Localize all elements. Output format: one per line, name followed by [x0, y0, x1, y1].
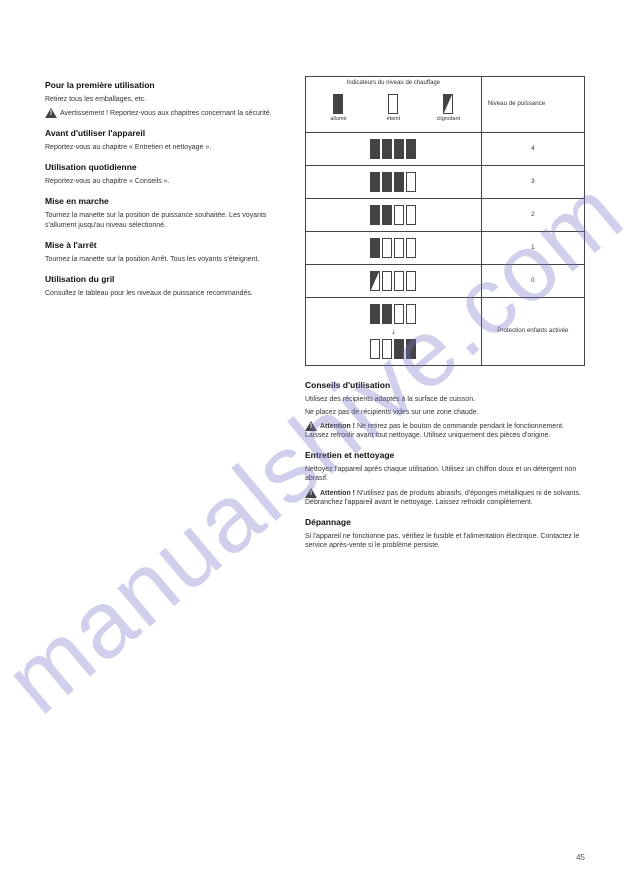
label-4: 4 [481, 132, 584, 165]
heading-tips: Conseils d'utilisation [305, 380, 585, 391]
label-1: 1 [481, 231, 584, 264]
cells-0 [306, 264, 482, 297]
attention-block-1: Attention ! Ne retirez pas le bouton de … [305, 421, 585, 440]
legend-half-cell [443, 94, 453, 114]
table-header-indicators-label: Indicateurs du niveau de chauffage [309, 80, 478, 88]
heading-grill: Utilisation du gril [45, 274, 285, 285]
warning-icon [305, 488, 317, 498]
warning-icon [45, 108, 57, 118]
text-daily: Reportez-vous au chapitre « Conseils ». [45, 177, 285, 186]
heading-troubleshoot: Dépannage [305, 517, 585, 528]
page-number: 45 [576, 853, 585, 863]
text-on: Tournez la manette sur la position de pu… [45, 211, 285, 229]
table-row: 2 [306, 198, 585, 231]
heading-first-use: Pour la première utilisation [45, 80, 285, 91]
text-first-use: Retirez tous les emballages, etc. [45, 95, 285, 104]
text-troubleshoot: Si l'appareil ne fonctionne pas, vérifie… [305, 532, 585, 550]
heat-level-table: Indicateurs du niveau de chauffage allum… [305, 76, 585, 366]
legend-row: allumé éteint clignotant [309, 88, 478, 129]
table-row: 3 [306, 165, 585, 198]
legend-empty-cell [388, 94, 398, 114]
text-off: Tournez la manette sur la position Arrêt… [45, 255, 285, 264]
text-tips-b: Ne placez pas de récipients vides sur un… [305, 408, 585, 417]
heading-daily: Utilisation quotidienne [45, 162, 285, 173]
label-2: 2 [481, 198, 584, 231]
attention-block-2: Attention ! N'utilisez pas de produits a… [305, 488, 585, 507]
table-row: 0 [306, 264, 585, 297]
table-row: 4 [306, 132, 585, 165]
legend-half-label: clignotant [437, 116, 461, 123]
heading-before-use: Avant d'utiliser l'appareil [45, 128, 285, 139]
attention-hdr-2: Attention ! [320, 489, 355, 496]
table-row: 1 [306, 231, 585, 264]
label-special: Protection enfants activée [481, 297, 584, 365]
cells-1 [306, 231, 482, 264]
legend-full: allumé [311, 94, 365, 123]
cells-4 [306, 132, 482, 165]
text-grill: Consultez le tableau pour les niveaux de… [45, 289, 285, 298]
table-row-special: ↓ Protection enfants activée [306, 297, 585, 365]
label-3: 3 [481, 165, 584, 198]
warning-block: Avertissement ! Reportez-vous aux chapit… [45, 108, 285, 118]
cells-special: ↓ [306, 297, 482, 365]
legend-empty: éteint [366, 94, 420, 123]
warning-text: Avertissement ! Reportez-vous aux chapit… [60, 110, 272, 117]
table-header-level: Niveau de puissance [481, 77, 584, 133]
legend-full-cell [333, 94, 343, 114]
cells-3 [306, 165, 482, 198]
legend-full-label: allumé [330, 116, 346, 123]
heading-on: Mise en marche [45, 196, 285, 207]
attention-hdr-1: Attention ! [320, 423, 355, 430]
legend-half: clignotant [421, 94, 475, 123]
text-before-use: Reportez-vous au chapitre « Entretien et… [45, 143, 285, 152]
label-0: 0 [481, 264, 584, 297]
heading-off: Mise à l'arrêt [45, 240, 285, 251]
table-header-indicators: Indicateurs du niveau de chauffage allum… [306, 77, 482, 133]
text-care: Nettoyez l'appareil après chaque utilisa… [305, 465, 585, 483]
right-column: Indicateurs du niveau de chauffage allum… [305, 70, 585, 554]
cells-2 [306, 198, 482, 231]
left-column: Pour la première utilisation Retirez tou… [45, 70, 285, 302]
warning-icon [305, 421, 317, 431]
heading-care: Entretien et nettoyage [305, 450, 585, 461]
down-arrow-icon: ↓ [391, 327, 396, 336]
legend-empty-label: éteint [387, 116, 400, 123]
text-tips-a: Utilisez des récipients adaptés à la sur… [305, 395, 585, 404]
table-header-row: Indicateurs du niveau de chauffage allum… [306, 77, 585, 133]
